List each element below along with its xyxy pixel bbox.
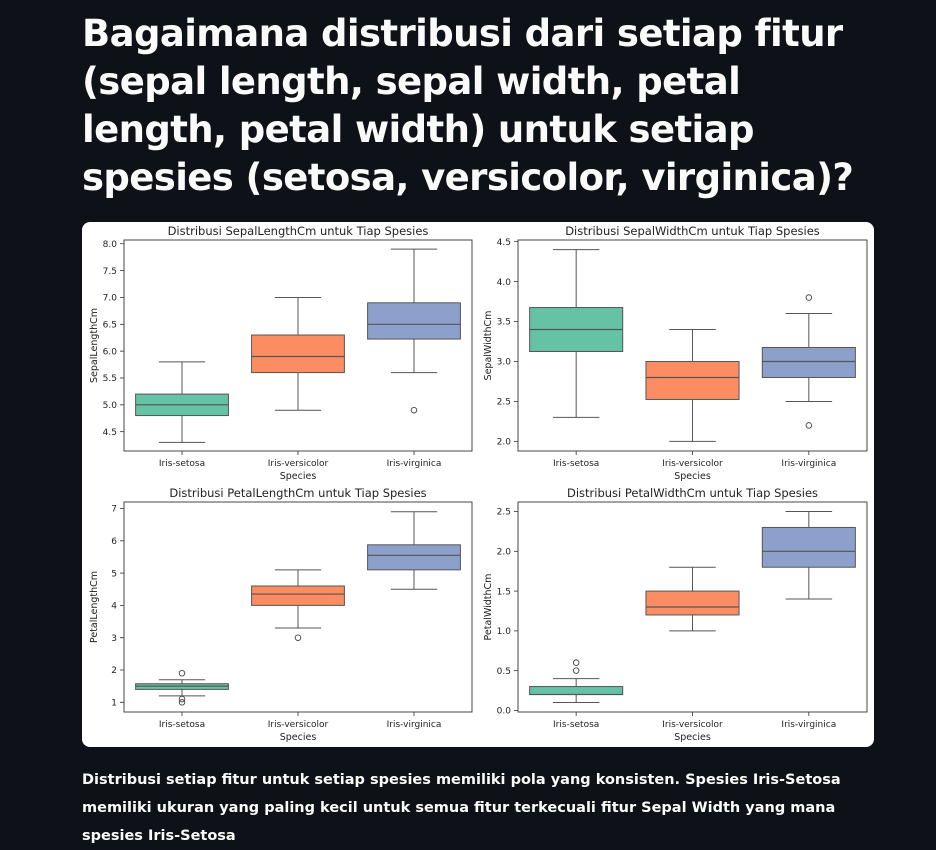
box-iris-versicolor <box>645 360 740 400</box>
x-tick-label: Iris-virginica <box>781 720 836 730</box>
outlier-point <box>805 422 813 429</box>
x-tick-label: Iris-setosa <box>159 459 205 469</box>
box-iris-virginica <box>367 302 461 340</box>
y-tick-label: 4 <box>111 602 117 612</box>
outlier-point <box>572 659 580 666</box>
chart-title: Distribusi SepalWidthCm untuk Tiap Spesi… <box>565 224 820 238</box>
y-tick-label: 1.5 <box>497 587 511 597</box>
box-iris-virginica <box>367 544 461 571</box>
outlier-point <box>178 695 186 703</box>
plot-frame <box>123 501 473 713</box>
plot-frame <box>517 239 868 452</box>
y-tick-label: 2.0 <box>497 548 512 558</box>
y-tick-label: 5.5 <box>103 374 117 384</box>
y-tick-label: 3.0 <box>497 358 512 368</box>
box-iris-versicolor <box>251 334 345 374</box>
y-tick-label: 6 <box>111 537 117 547</box>
x-tick-label: Iris-versicolor <box>662 720 723 730</box>
y-tick-label: 2.0 <box>497 438 512 448</box>
x-tick-label: Iris-virginica <box>387 720 442 730</box>
outlier-point <box>294 634 302 641</box>
y-axis-label: SepalWidthCm <box>483 311 494 381</box>
y-tick-label: 1.0 <box>497 627 512 637</box>
y-tick-label: 3.5 <box>497 318 511 328</box>
chart-panel-1: Distribusi SepalLengthCm untuk Tiap Spes… <box>89 224 473 482</box>
box-iris-virginica <box>761 526 856 568</box>
outlier-point <box>410 406 418 414</box>
chart-title: Distribusi SepalLengthCm untuk Tiap Spes… <box>168 224 429 238</box>
y-tick-label: 0.5 <box>497 667 511 677</box>
y-axis-label: SepalLengthCm <box>89 308 100 383</box>
chart-panel-4: Distribusi PetalWidthCm untuk Tiap Spesi… <box>483 486 868 743</box>
y-tick-label: 4.0 <box>497 278 512 288</box>
y-tick-label: 2 <box>111 666 117 676</box>
box-iris-setosa <box>529 686 624 695</box>
x-tick-label: Iris-versicolor <box>662 459 723 469</box>
outlier-point <box>805 294 813 301</box>
chart-title: Distribusi PetalLengthCm untuk Tiap Spes… <box>169 486 426 500</box>
chart-panel-3: Distribusi PetalLengthCm untuk Tiap Spes… <box>89 486 473 743</box>
y-axis-label: PetalLengthCm <box>89 571 100 643</box>
y-tick-label: 0.0 <box>497 707 512 717</box>
y-tick-label: 5.0 <box>103 401 118 411</box>
box-iris-virginica <box>761 346 856 378</box>
x-axis-label: Species <box>674 732 711 743</box>
plot-frame <box>123 239 473 452</box>
y-tick-label: 4.5 <box>497 238 511 248</box>
y-tick-label: 1 <box>111 699 117 709</box>
y-tick-label: 4.5 <box>103 428 117 438</box>
outlier-point <box>178 699 186 706</box>
y-tick-label: 6.5 <box>103 320 117 330</box>
y-tick-label: 2.5 <box>497 508 511 518</box>
y-axis-label: PetalWidthCm <box>483 574 494 641</box>
y-tick-label: 8.0 <box>103 240 118 250</box>
x-tick-label: Iris-setosa <box>553 459 599 469</box>
boxplot-figure: Distribusi SepalLengthCm untuk Tiap Spes… <box>82 222 874 747</box>
x-tick-label: Iris-virginica <box>387 459 442 469</box>
x-tick-label: Iris-virginica <box>781 459 836 469</box>
caption-text: Distribusi setiap fitur untuk setiap spe… <box>82 772 841 844</box>
plot-frame <box>517 501 868 713</box>
outlier-point <box>572 667 580 674</box>
outlier-point <box>178 669 186 677</box>
chart-panel-2: Distribusi SepalWidthCm untuk Tiap Spesi… <box>483 224 868 482</box>
x-tick-label: Iris-versicolor <box>268 459 329 469</box>
page-heading: Bagaimana distribusi dari setiap fitur (… <box>82 12 854 199</box>
y-tick-label: 7 <box>111 505 117 515</box>
x-axis-label: Species <box>280 471 317 482</box>
boxplot-grid: Distribusi SepalLengthCm untuk Tiap Spes… <box>89 224 868 743</box>
y-tick-label: 2.5 <box>497 398 511 408</box>
x-tick-label: Iris-setosa <box>553 720 599 730</box>
y-tick-label: 3 <box>111 634 117 644</box>
chart-title: Distribusi PetalWidthCm untuk Tiap Spesi… <box>567 486 818 500</box>
x-tick-label: Iris-setosa <box>159 720 205 730</box>
y-tick-label: 6.0 <box>103 347 118 357</box>
y-tick-label: 7.0 <box>103 294 118 304</box>
x-axis-label: Species <box>674 471 711 482</box>
box-iris-versicolor <box>645 590 740 616</box>
box-iris-versicolor <box>251 585 345 606</box>
x-tick-label: Iris-versicolor <box>268 720 329 730</box>
x-axis-label: Species <box>280 732 317 743</box>
y-tick-label: 7.5 <box>103 267 117 277</box>
y-tick-label: 5 <box>111 569 117 579</box>
